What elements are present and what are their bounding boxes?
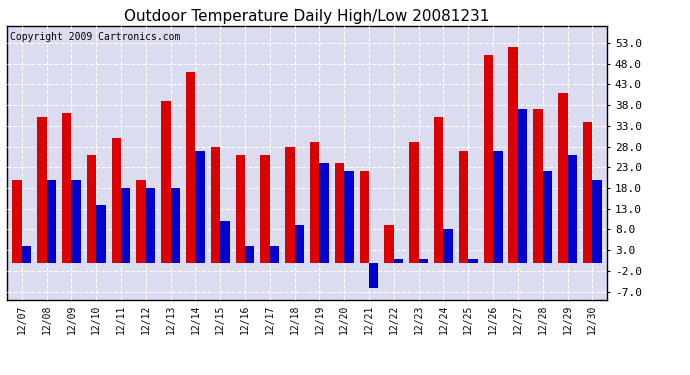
- Bar: [384, 225, 394, 262]
- Bar: [96, 205, 106, 262]
- Bar: [469, 258, 477, 262]
- Bar: [220, 221, 230, 262]
- Bar: [419, 258, 428, 262]
- Bar: [493, 151, 502, 262]
- Bar: [459, 151, 469, 262]
- Bar: [285, 147, 295, 262]
- Text: Copyright 2009 Cartronics.com: Copyright 2009 Cartronics.com: [10, 32, 180, 42]
- Bar: [270, 246, 279, 262]
- Bar: [533, 109, 543, 262]
- Bar: [543, 171, 552, 262]
- Bar: [112, 138, 121, 262]
- Bar: [87, 155, 96, 262]
- Bar: [186, 72, 195, 262]
- Bar: [47, 180, 56, 262]
- Bar: [567, 155, 577, 262]
- Bar: [245, 246, 255, 262]
- Bar: [170, 188, 180, 262]
- Bar: [146, 188, 155, 262]
- Bar: [161, 101, 170, 262]
- Bar: [195, 151, 205, 262]
- Bar: [295, 225, 304, 262]
- Bar: [260, 155, 270, 262]
- Bar: [22, 246, 31, 262]
- Bar: [558, 93, 567, 262]
- Bar: [319, 163, 329, 262]
- Title: Outdoor Temperature Daily High/Low 20081231: Outdoor Temperature Daily High/Low 20081…: [124, 9, 490, 24]
- Bar: [484, 55, 493, 262]
- Bar: [12, 180, 22, 262]
- Bar: [592, 180, 602, 262]
- Bar: [583, 122, 592, 262]
- Bar: [434, 117, 444, 262]
- Bar: [62, 113, 71, 262]
- Bar: [394, 258, 403, 262]
- Bar: [137, 180, 146, 262]
- Bar: [369, 262, 379, 288]
- Bar: [235, 155, 245, 262]
- Bar: [71, 180, 81, 262]
- Bar: [409, 142, 419, 262]
- Bar: [509, 47, 518, 262]
- Bar: [518, 109, 527, 262]
- Bar: [37, 117, 47, 262]
- Bar: [310, 142, 319, 262]
- Bar: [121, 188, 130, 262]
- Bar: [344, 171, 354, 262]
- Bar: [359, 171, 369, 262]
- Bar: [211, 147, 220, 262]
- Bar: [335, 163, 344, 262]
- Bar: [444, 230, 453, 262]
